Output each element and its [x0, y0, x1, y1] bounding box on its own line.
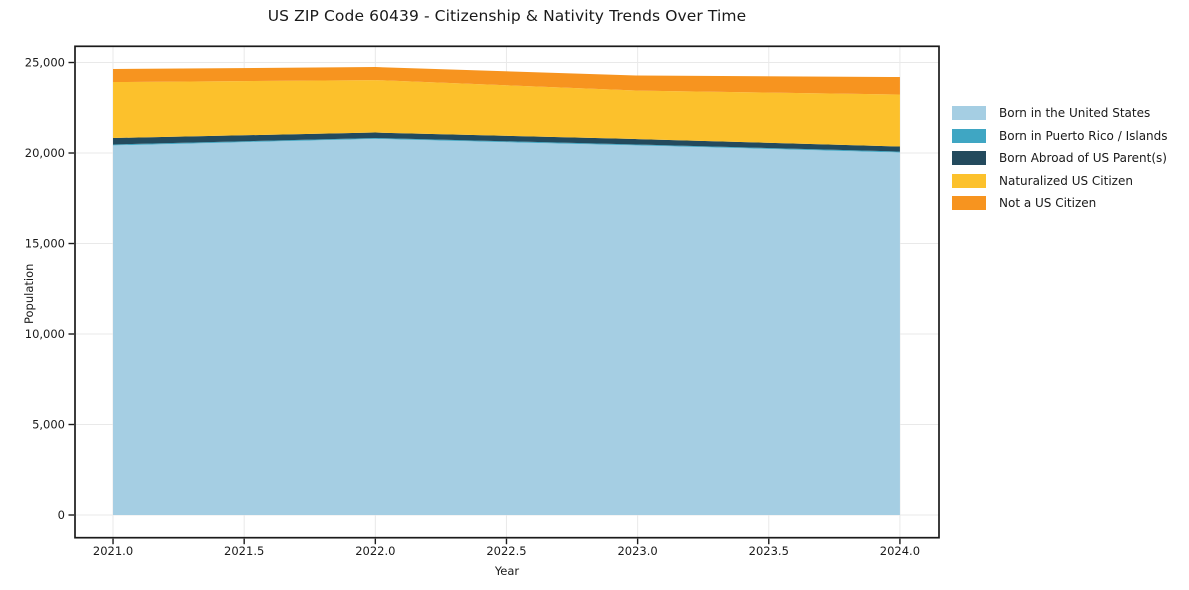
- area-born-in-the-united-states: [113, 138, 900, 515]
- x-tick-label: 2024.0: [880, 544, 920, 558]
- legend-label: Not a US Citizen: [999, 196, 1097, 210]
- x-tick-label: 2022.5: [486, 544, 526, 558]
- y-tick-label: 0: [58, 508, 65, 522]
- y-tick-label: 20,000: [25, 146, 65, 160]
- y-tick-label: 25,000: [25, 56, 65, 70]
- y-tick-label: 15,000: [25, 237, 65, 251]
- chart-title: US ZIP Code 60439 - Citizenship & Nativi…: [267, 7, 747, 25]
- legend-swatch: [952, 151, 986, 165]
- y-axis-label: Population: [22, 263, 36, 324]
- legend-label: Born in Puerto Rico / Islands: [999, 128, 1168, 143]
- legend-item: Naturalized US Citizen: [952, 173, 1168, 188]
- legend-label: Born in the United States: [999, 106, 1151, 120]
- x-tick-label: 2021.5: [224, 544, 264, 558]
- legend: Born in the United States Born in Puerto …: [952, 106, 1168, 219]
- legend-item: Born Abroad of US Parent(s): [952, 151, 1168, 165]
- y-tick-label: 5,000: [32, 418, 65, 432]
- legend-item: Not a US Citizen: [952, 196, 1168, 210]
- legend-item: Born in Puerto Rico / Islands: [952, 128, 1168, 143]
- area-not-a-us-citizen: [113, 67, 900, 95]
- x-tick-label: 2021.0: [93, 544, 133, 558]
- plot-border: [74, 45, 940, 539]
- area-naturalized-us-citizen: [113, 80, 900, 147]
- legend-label: Born Abroad of US Parent(s): [999, 151, 1167, 165]
- x-tick-label: 2023.5: [749, 544, 789, 558]
- x-tick-label: 2023.0: [617, 544, 657, 558]
- y-tick-label: 10,000: [25, 327, 65, 341]
- legend-swatch: [952, 106, 986, 120]
- legend-swatch: [952, 128, 986, 143]
- legend-item: Born in the United States: [952, 106, 1168, 120]
- legend-swatch: [952, 173, 986, 188]
- area-born-abroad-of-us-parent-s-: [113, 132, 900, 152]
- legend-label: Naturalized US Citizen: [999, 173, 1133, 188]
- x-axis-label: Year: [494, 564, 520, 578]
- x-tick-label: 2022.0: [355, 544, 395, 558]
- legend-swatch: [952, 196, 986, 210]
